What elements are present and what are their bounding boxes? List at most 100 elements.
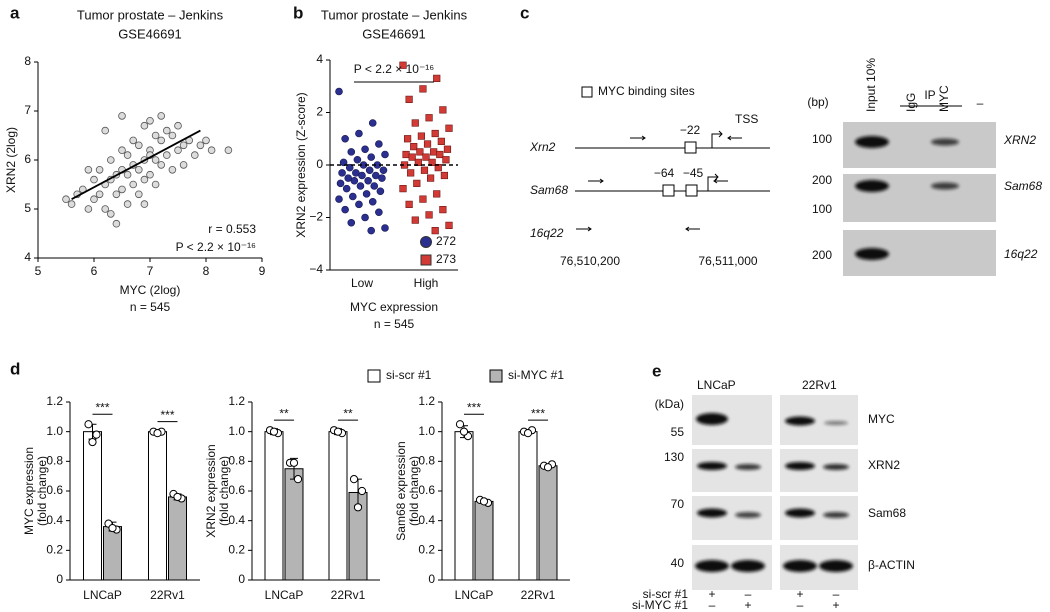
- replicate-point: [357, 486, 367, 496]
- point: [367, 153, 376, 161]
- point: [416, 148, 424, 156]
- point: [423, 140, 432, 148]
- point: [101, 126, 109, 135]
- band: [695, 560, 729, 572]
- cell-line: LNCaP: [697, 378, 736, 392]
- point: [168, 166, 177, 174]
- band: [855, 248, 889, 260]
- point: [356, 182, 365, 190]
- y-tick-label: −2: [309, 210, 323, 224]
- bar: [284, 468, 304, 581]
- x-tick-label: High: [414, 276, 439, 290]
- bar: [168, 496, 187, 581]
- y-tick-label: 1.0: [228, 424, 245, 438]
- y-tick-label: 0.6: [46, 483, 63, 497]
- point: [224, 146, 233, 155]
- y-tick-label: 5: [24, 201, 31, 215]
- band: [735, 464, 761, 470]
- blot: [692, 496, 772, 540]
- point: [445, 124, 453, 132]
- band: [819, 560, 853, 572]
- point: [146, 170, 154, 179]
- point: [151, 156, 160, 164]
- condition-mark: +: [796, 587, 803, 601]
- y-tick-label: 0.8: [418, 454, 435, 468]
- legend-label: si-MYC #1: [508, 368, 564, 382]
- point: [436, 150, 444, 159]
- condition-mark: –: [709, 598, 716, 612]
- point: [112, 190, 121, 199]
- point: [358, 171, 366, 180]
- point: [422, 153, 430, 161]
- point: [410, 143, 418, 151]
- protein-label: Sam68: [868, 506, 906, 520]
- point: [335, 87, 343, 96]
- primer: [630, 135, 646, 141]
- point: [107, 210, 115, 218]
- point: [442, 156, 450, 164]
- y-tick-label: 0.4: [46, 513, 63, 527]
- point: [430, 148, 438, 156]
- gene-label: Xrn2: [529, 140, 556, 154]
- condition-label: si-MYC #1: [632, 598, 688, 612]
- condition-mark: –: [745, 587, 752, 601]
- chip-gel: (bp) IP Input 10% IgG MYC – 100 200 100 …: [807, 58, 1042, 276]
- point: [335, 195, 343, 203]
- protein-label: β-ACTIN: [868, 558, 915, 572]
- point: [151, 180, 160, 189]
- point: [425, 211, 433, 219]
- point: [179, 161, 188, 169]
- condition-mark: +: [708, 587, 715, 601]
- point: [378, 174, 386, 182]
- point: [350, 176, 359, 185]
- panel-label: b: [293, 3, 303, 22]
- condition-mark: –: [833, 587, 840, 601]
- bar: [454, 431, 474, 581]
- y-tick-label: 0.6: [228, 483, 245, 497]
- point: [123, 151, 132, 159]
- x-tick-label: 22Rv1: [150, 588, 185, 602]
- chart-subtitle: GSE46691: [362, 26, 426, 41]
- point: [365, 166, 374, 175]
- legend-marker: [420, 254, 432, 266]
- point: [381, 150, 389, 159]
- point: [95, 190, 104, 199]
- significance-label: **: [343, 406, 353, 420]
- x-tick-label: 6: [91, 264, 98, 278]
- band: [931, 182, 959, 190]
- point: [419, 85, 427, 93]
- point: [353, 155, 362, 164]
- significance-label: ***: [531, 406, 545, 420]
- point: [375, 208, 383, 217]
- point: [411, 216, 419, 224]
- significance-label: ***: [467, 400, 481, 414]
- ip-label: IP: [924, 88, 935, 102]
- point: [405, 200, 413, 208]
- point: [90, 195, 98, 204]
- y-tick-label: 0.6: [418, 483, 435, 497]
- legend-marker: [489, 369, 503, 383]
- y-tick-label: 1.0: [46, 424, 63, 438]
- band: [931, 138, 959, 146]
- bar: [264, 431, 284, 581]
- point: [157, 136, 166, 145]
- protein-label: MYC: [868, 412, 895, 426]
- point: [439, 206, 447, 214]
- band: [697, 462, 727, 470]
- protein-label: XRN2: [868, 458, 900, 472]
- band: [735, 512, 761, 518]
- x-tick-label: 22Rv1: [331, 588, 366, 602]
- site-label: −22: [680, 123, 701, 137]
- primer: [576, 226, 592, 232]
- replicate-point: [153, 429, 162, 438]
- point: [157, 112, 166, 120]
- bar: [474, 500, 494, 581]
- band: [855, 180, 889, 192]
- replicate-point: [88, 437, 97, 447]
- replicate-point: [459, 427, 469, 436]
- point: [341, 134, 349, 143]
- condition-mark: +: [832, 598, 839, 612]
- primer: [713, 178, 728, 184]
- unit-label: (kDa): [655, 397, 684, 411]
